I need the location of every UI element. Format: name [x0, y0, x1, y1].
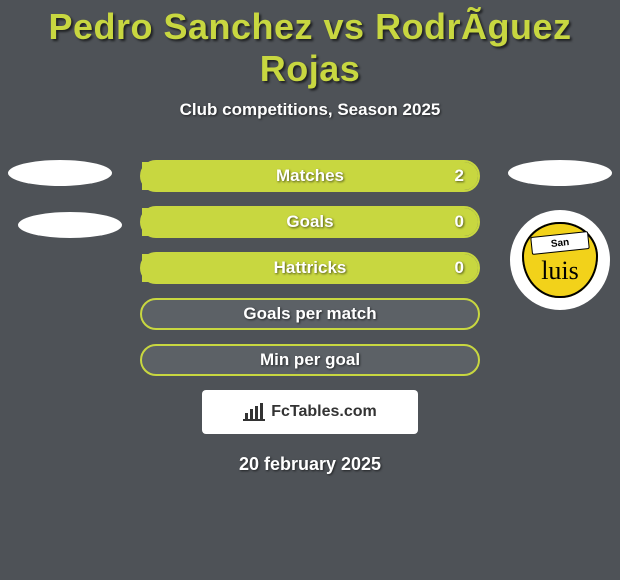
player1-ellipse [18, 212, 122, 238]
player1-ellipse [8, 160, 112, 186]
player2-ellipse [508, 160, 612, 186]
stat-row: Matches2 [140, 160, 480, 192]
brand-watermark: FcTables.com [202, 390, 418, 434]
snapshot-date: 20 february 2025 [0, 454, 620, 475]
stat-row: Hattricks0 [140, 252, 480, 284]
stat-row: Min per goal [140, 344, 480, 376]
page-title: Pedro Sanchez vs RodrÃ­guez Rojas [0, 0, 620, 90]
comparison-stage: San luis Matches2Goals0Hattricks0Goals p… [0, 160, 620, 475]
stat-value-right: 2 [455, 162, 464, 190]
stat-label: Goals [142, 208, 478, 236]
brand-text: FcTables.com [271, 403, 377, 421]
stat-rows: Matches2Goals0Hattricks0Goals per matchM… [140, 160, 480, 376]
bar-chart-icon [243, 403, 265, 421]
stat-label: Goals per match [142, 300, 478, 328]
stat-value-right: 0 [455, 254, 464, 282]
stat-label: Hattricks [142, 254, 478, 282]
crest-banner-text: San [530, 231, 590, 255]
stat-row: Goals per match [140, 298, 480, 330]
stat-label: Min per goal [142, 346, 478, 374]
player2-club-crest: San luis [510, 210, 610, 310]
san-luis-crest-icon: San luis [522, 222, 598, 298]
page-subtitle: Club competitions, Season 2025 [0, 100, 620, 120]
crest-script-text: luis [541, 256, 579, 286]
stat-row: Goals0 [140, 206, 480, 238]
stat-label: Matches [142, 162, 478, 190]
stat-value-right: 0 [455, 208, 464, 236]
